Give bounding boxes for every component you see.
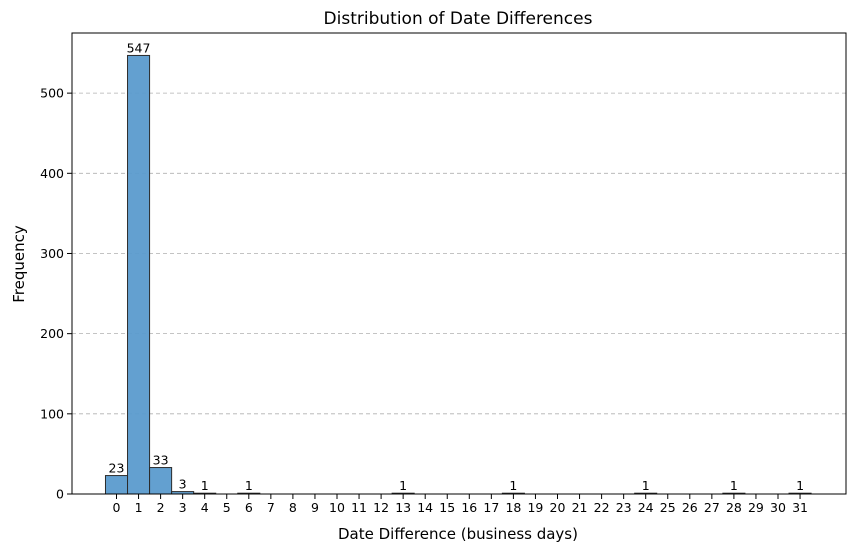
y-tick-label: 200: [40, 326, 64, 341]
x-tick-label: 7: [267, 500, 275, 515]
x-tick-label: 18: [505, 500, 521, 515]
x-tick-label: 12: [373, 500, 389, 515]
data-label-31: 1: [796, 478, 804, 493]
data-label-2: 33: [153, 453, 169, 468]
x-tick-label: 23: [616, 500, 632, 515]
x-tick-label: 8: [289, 500, 297, 515]
x-tick-label: 10: [329, 500, 345, 515]
grid: [72, 92, 846, 415]
y-tick-label: 300: [40, 246, 64, 261]
x-tick-label: 15: [439, 500, 455, 515]
data-label-1: 547: [127, 40, 151, 55]
x-tick-label: 6: [245, 500, 253, 515]
y-axis: 0 100 200 300 400 500: [40, 86, 72, 502]
x-tick-label: 29: [748, 500, 764, 515]
x-tick-label: 20: [550, 500, 566, 515]
x-tick-label: 28: [726, 500, 742, 515]
x-tick-label: 27: [704, 500, 720, 515]
x-tick-label: 25: [660, 500, 676, 515]
data-label-3: 3: [179, 477, 187, 492]
x-tick-label: 9: [311, 500, 319, 515]
x-tick-label: 1: [135, 500, 143, 515]
bars: [104, 54, 812, 495]
y-tick-label: 100: [40, 406, 64, 421]
data-label-13: 1: [399, 478, 407, 493]
x-tick-label: 24: [638, 500, 654, 515]
x-tick-label: 17: [483, 500, 499, 515]
x-tick-label: 19: [527, 500, 543, 515]
plot-frame: [71, 32, 847, 495]
data-label-18: 1: [509, 478, 517, 493]
x-tick-label: 0: [113, 500, 121, 515]
x-axis: 0 1 2 3 4 5 6 7 8 9 10 11 12 13 14 15 16 17 18 19 20 21 22 23 24…: [113, 494, 808, 515]
x-tick-label: 30: [770, 500, 786, 515]
y-tick-label: 0: [56, 487, 64, 502]
x-tick-label: 26: [682, 500, 698, 515]
x-tick-label: 21: [572, 500, 588, 515]
x-axis-label: Date Difference (business days): [338, 525, 578, 543]
bar-2: [149, 467, 173, 495]
data-label-6: 1: [245, 478, 253, 493]
x-tick-label: 2: [157, 500, 165, 515]
x-tick-label: 22: [594, 500, 610, 515]
bar-1: [127, 54, 151, 495]
y-tick-label: 400: [40, 166, 64, 181]
data-label-28: 1: [730, 478, 738, 493]
x-tick-label: 11: [351, 500, 367, 515]
x-tick-label: 3: [179, 500, 187, 515]
data-label-0: 23: [109, 461, 125, 476]
y-tick-label: 500: [40, 86, 64, 101]
data-label-24: 1: [642, 478, 650, 493]
y-axis-label: Frequency: [10, 225, 28, 303]
x-tick-label: 4: [201, 500, 209, 515]
data-label-4: 1: [201, 478, 209, 493]
x-tick-label: 16: [461, 500, 477, 515]
bar-0: [104, 475, 129, 495]
x-tick-label: 31: [792, 500, 808, 515]
x-tick-label: 14: [417, 500, 433, 515]
chart-title: Distribution of Date Differences: [324, 9, 593, 29]
x-tick-label: 13: [395, 500, 411, 515]
x-tick-label: 5: [223, 500, 231, 515]
